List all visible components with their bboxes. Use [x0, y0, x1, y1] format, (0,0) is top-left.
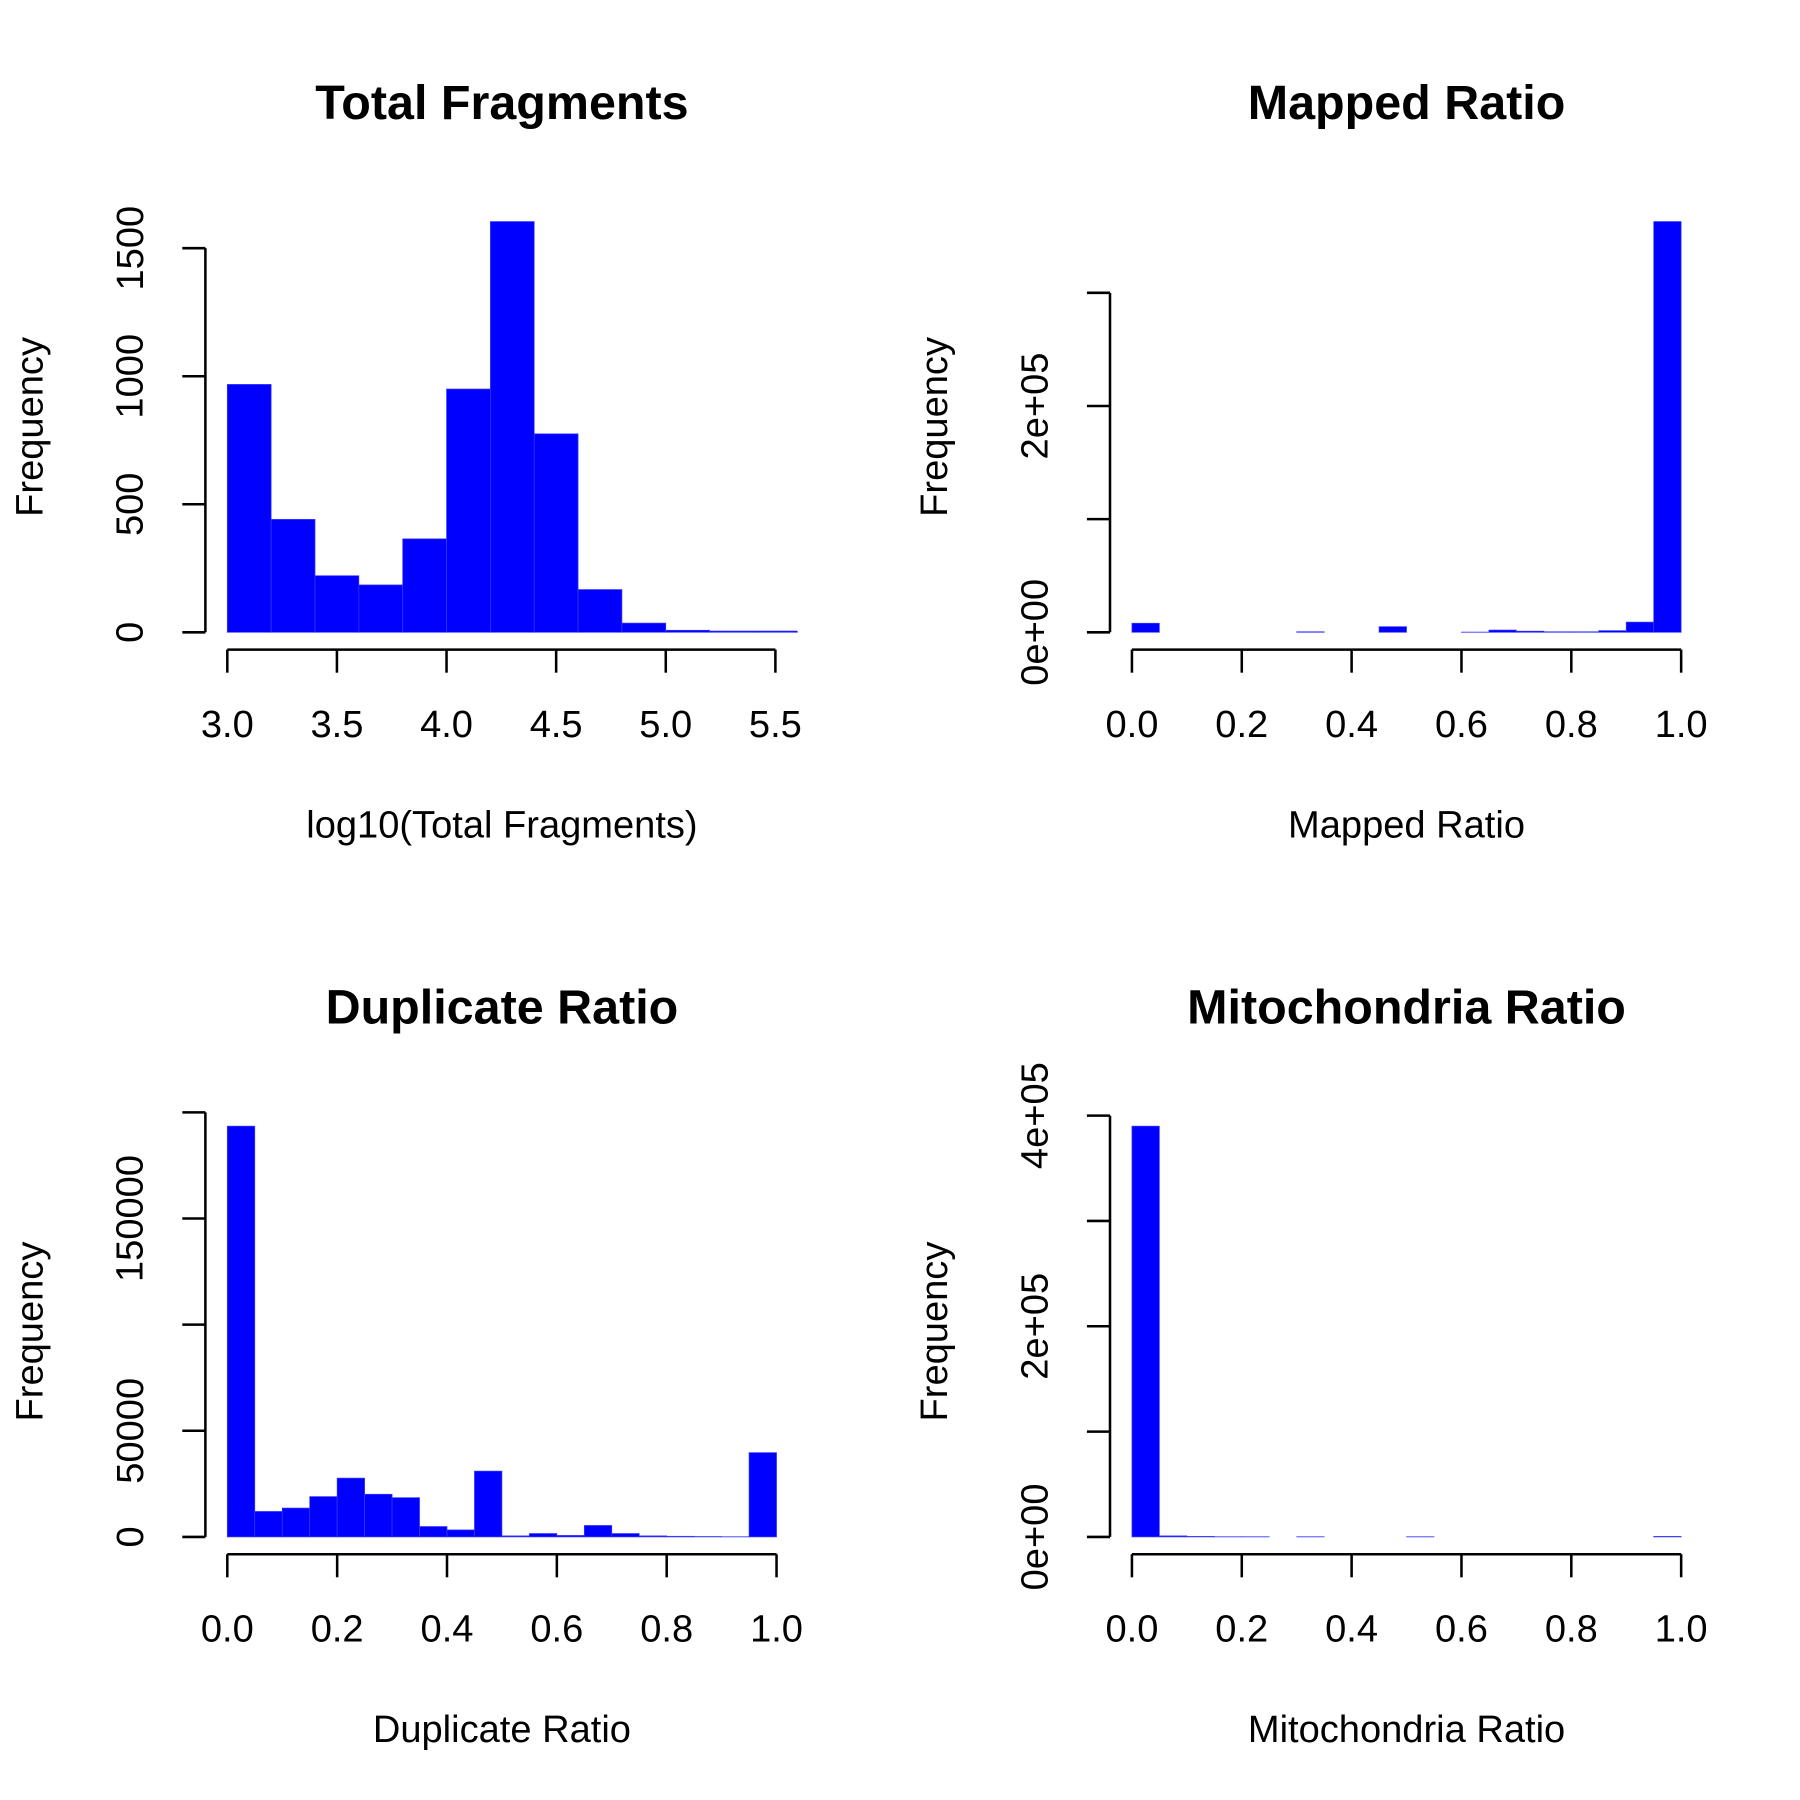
bar: [314, 575, 360, 633]
bar: [1131, 1125, 1160, 1538]
x-tick-label: 5.0: [639, 704, 692, 746]
x-axis-label: Mapped Ratio: [1288, 804, 1525, 846]
bar: [364, 1493, 393, 1538]
bar: [226, 384, 272, 633]
y-axis-label: Frequency: [914, 337, 956, 517]
bar: [1543, 631, 1572, 633]
y-tick-label: 1000: [110, 334, 152, 419]
bar: [748, 1452, 777, 1538]
bar: [1653, 1536, 1682, 1538]
x-tick-label: 3.5: [310, 704, 363, 746]
bar: [583, 1525, 613, 1538]
bar: [281, 1507, 311, 1538]
bar: [1598, 630, 1627, 633]
bar: [419, 1526, 448, 1538]
y-axis-label: Frequency: [9, 1242, 51, 1422]
bar: [665, 629, 710, 633]
bar: [1488, 629, 1517, 633]
bar: [638, 1535, 668, 1538]
bar: [490, 221, 535, 633]
x-tick-label: 0.2: [311, 1609, 364, 1651]
y-axis-label: Frequency: [914, 1242, 956, 1422]
x-tick-label: 4.5: [530, 704, 583, 746]
bar: [621, 622, 667, 633]
panel-title: Mitochondria Ratio: [1187, 981, 1626, 1035]
y-tick-label: 0e+00: [1014, 579, 1056, 686]
x-tick-label: 0.0: [1105, 1609, 1158, 1651]
bar: [358, 584, 404, 633]
bar: [446, 1529, 475, 1538]
x-tick-label: 0.6: [1435, 704, 1488, 746]
y-tick-label: 0: [110, 1526, 152, 1547]
x-tick-label: 0.4: [421, 1609, 474, 1651]
x-axis-label: Mitochondria Ratio: [1248, 1709, 1565, 1751]
bar: [1570, 631, 1600, 633]
bar: [666, 1535, 695, 1538]
y-tick-label: 2e+05: [1014, 1273, 1056, 1380]
bar: [501, 1535, 530, 1538]
x-tick-label: 5.5: [749, 704, 802, 746]
bar: [309, 1496, 338, 1538]
bar: [1516, 630, 1545, 633]
x-tick-label: 0.0: [201, 1609, 254, 1651]
bar: [1625, 621, 1655, 633]
x-tick-label: 0.8: [1545, 704, 1598, 746]
x-tick-label: 0.2: [1215, 704, 1268, 746]
bar: [474, 1470, 503, 1538]
bar: [529, 1533, 558, 1538]
panel-title: Duplicate Ratio: [326, 981, 679, 1035]
bar: [753, 630, 798, 633]
bar: [1296, 631, 1325, 633]
y-tick-label: 0e+00: [1014, 1483, 1056, 1590]
y-tick-label: 4e+05: [1014, 1062, 1056, 1169]
x-tick-label: 0.6: [530, 1609, 583, 1651]
bar: [611, 1533, 640, 1538]
x-tick-label: 1.0: [1655, 704, 1708, 746]
x-tick-label: 0.8: [640, 1609, 693, 1651]
x-tick-label: 1.0: [1655, 1609, 1708, 1651]
x-tick-label: 1.0: [750, 1609, 803, 1651]
x-tick-label: 0.4: [1325, 1609, 1378, 1651]
x-tick-label: 0.0: [1105, 704, 1158, 746]
x-tick-label: 4.0: [420, 704, 473, 746]
panel-title: Total Fragments: [315, 76, 688, 130]
bar: [556, 1535, 585, 1538]
x-axis-label: log10(Total Fragments): [306, 804, 697, 846]
x-tick-label: 3.0: [201, 704, 254, 746]
y-tick-label: 2e+05: [1014, 353, 1056, 460]
bar: [1131, 622, 1160, 633]
x-tick-label: 0.2: [1215, 1609, 1268, 1651]
bar: [446, 388, 491, 633]
bar: [577, 589, 623, 633]
bar: [270, 519, 316, 633]
bar: [1653, 221, 1682, 633]
y-tick-label: 0: [110, 622, 152, 643]
x-tick-label: 0.8: [1545, 1609, 1598, 1651]
x-axis-label: Duplicate Ratio: [373, 1709, 631, 1751]
x-tick-label: 0.6: [1435, 1609, 1488, 1651]
y-tick-label: 1500: [110, 206, 152, 291]
y-axis-label: Frequency: [9, 337, 51, 517]
bar: [533, 433, 579, 633]
bar: [1378, 626, 1407, 633]
bar: [1186, 1536, 1215, 1538]
bar: [391, 1497, 420, 1538]
bar: [226, 1125, 256, 1538]
bar: [709, 630, 754, 633]
bar: [1159, 1535, 1188, 1538]
bar: [402, 538, 447, 633]
y-tick-label: 500: [110, 473, 152, 537]
bar: [254, 1511, 283, 1538]
y-tick-label: 150000: [110, 1155, 152, 1282]
bar: [336, 1477, 365, 1538]
panel-title: Mapped Ratio: [1248, 76, 1566, 130]
y-tick-label: 50000: [110, 1378, 152, 1484]
x-tick-label: 0.4: [1325, 704, 1378, 746]
